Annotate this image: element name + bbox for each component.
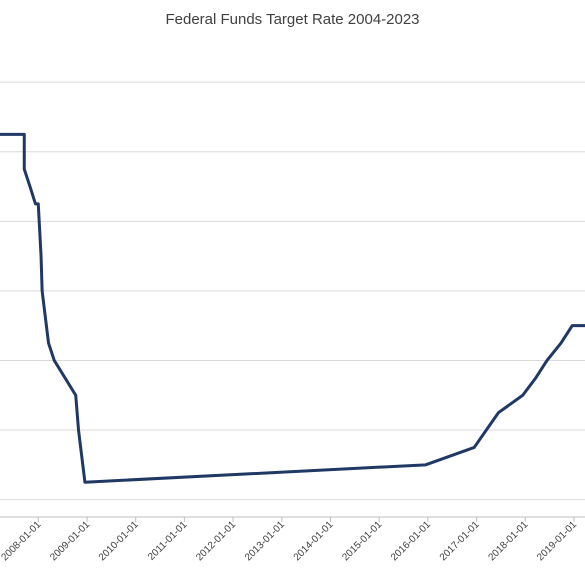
x-tick-label: 2009-01-01 <box>48 519 92 563</box>
x-tick-label: 2019-01-01 <box>535 519 579 563</box>
x-tick-label: 2017-01-01 <box>438 519 482 563</box>
x-tick-label: 2011-01-01 <box>146 519 190 563</box>
x-tick-label: 2016-01-01 <box>389 519 433 563</box>
x-tick-label: 2018-01-01 <box>486 519 530 563</box>
x-axis: 2008-01-01 2009-01-01 2010-01-01 2011-01-01… <box>0 516 585 563</box>
series-layer <box>0 132 585 484</box>
x-tick-label: 2014-01-01 <box>292 519 336 563</box>
x-tick-label: 2015-01-01 <box>340 519 384 563</box>
x-tick-label: 2013-01-01 <box>243 519 287 563</box>
x-tick-label: 2008-01-01 <box>0 519 44 563</box>
series-line <box>0 132 585 484</box>
gridlines <box>0 81 585 501</box>
x-tick-label: 2010-01-01 <box>97 519 141 563</box>
chart-title: Federal Funds Target Rate 2004-2023 <box>165 11 420 28</box>
x-tick-label: 2012-01-01 <box>194 519 238 563</box>
